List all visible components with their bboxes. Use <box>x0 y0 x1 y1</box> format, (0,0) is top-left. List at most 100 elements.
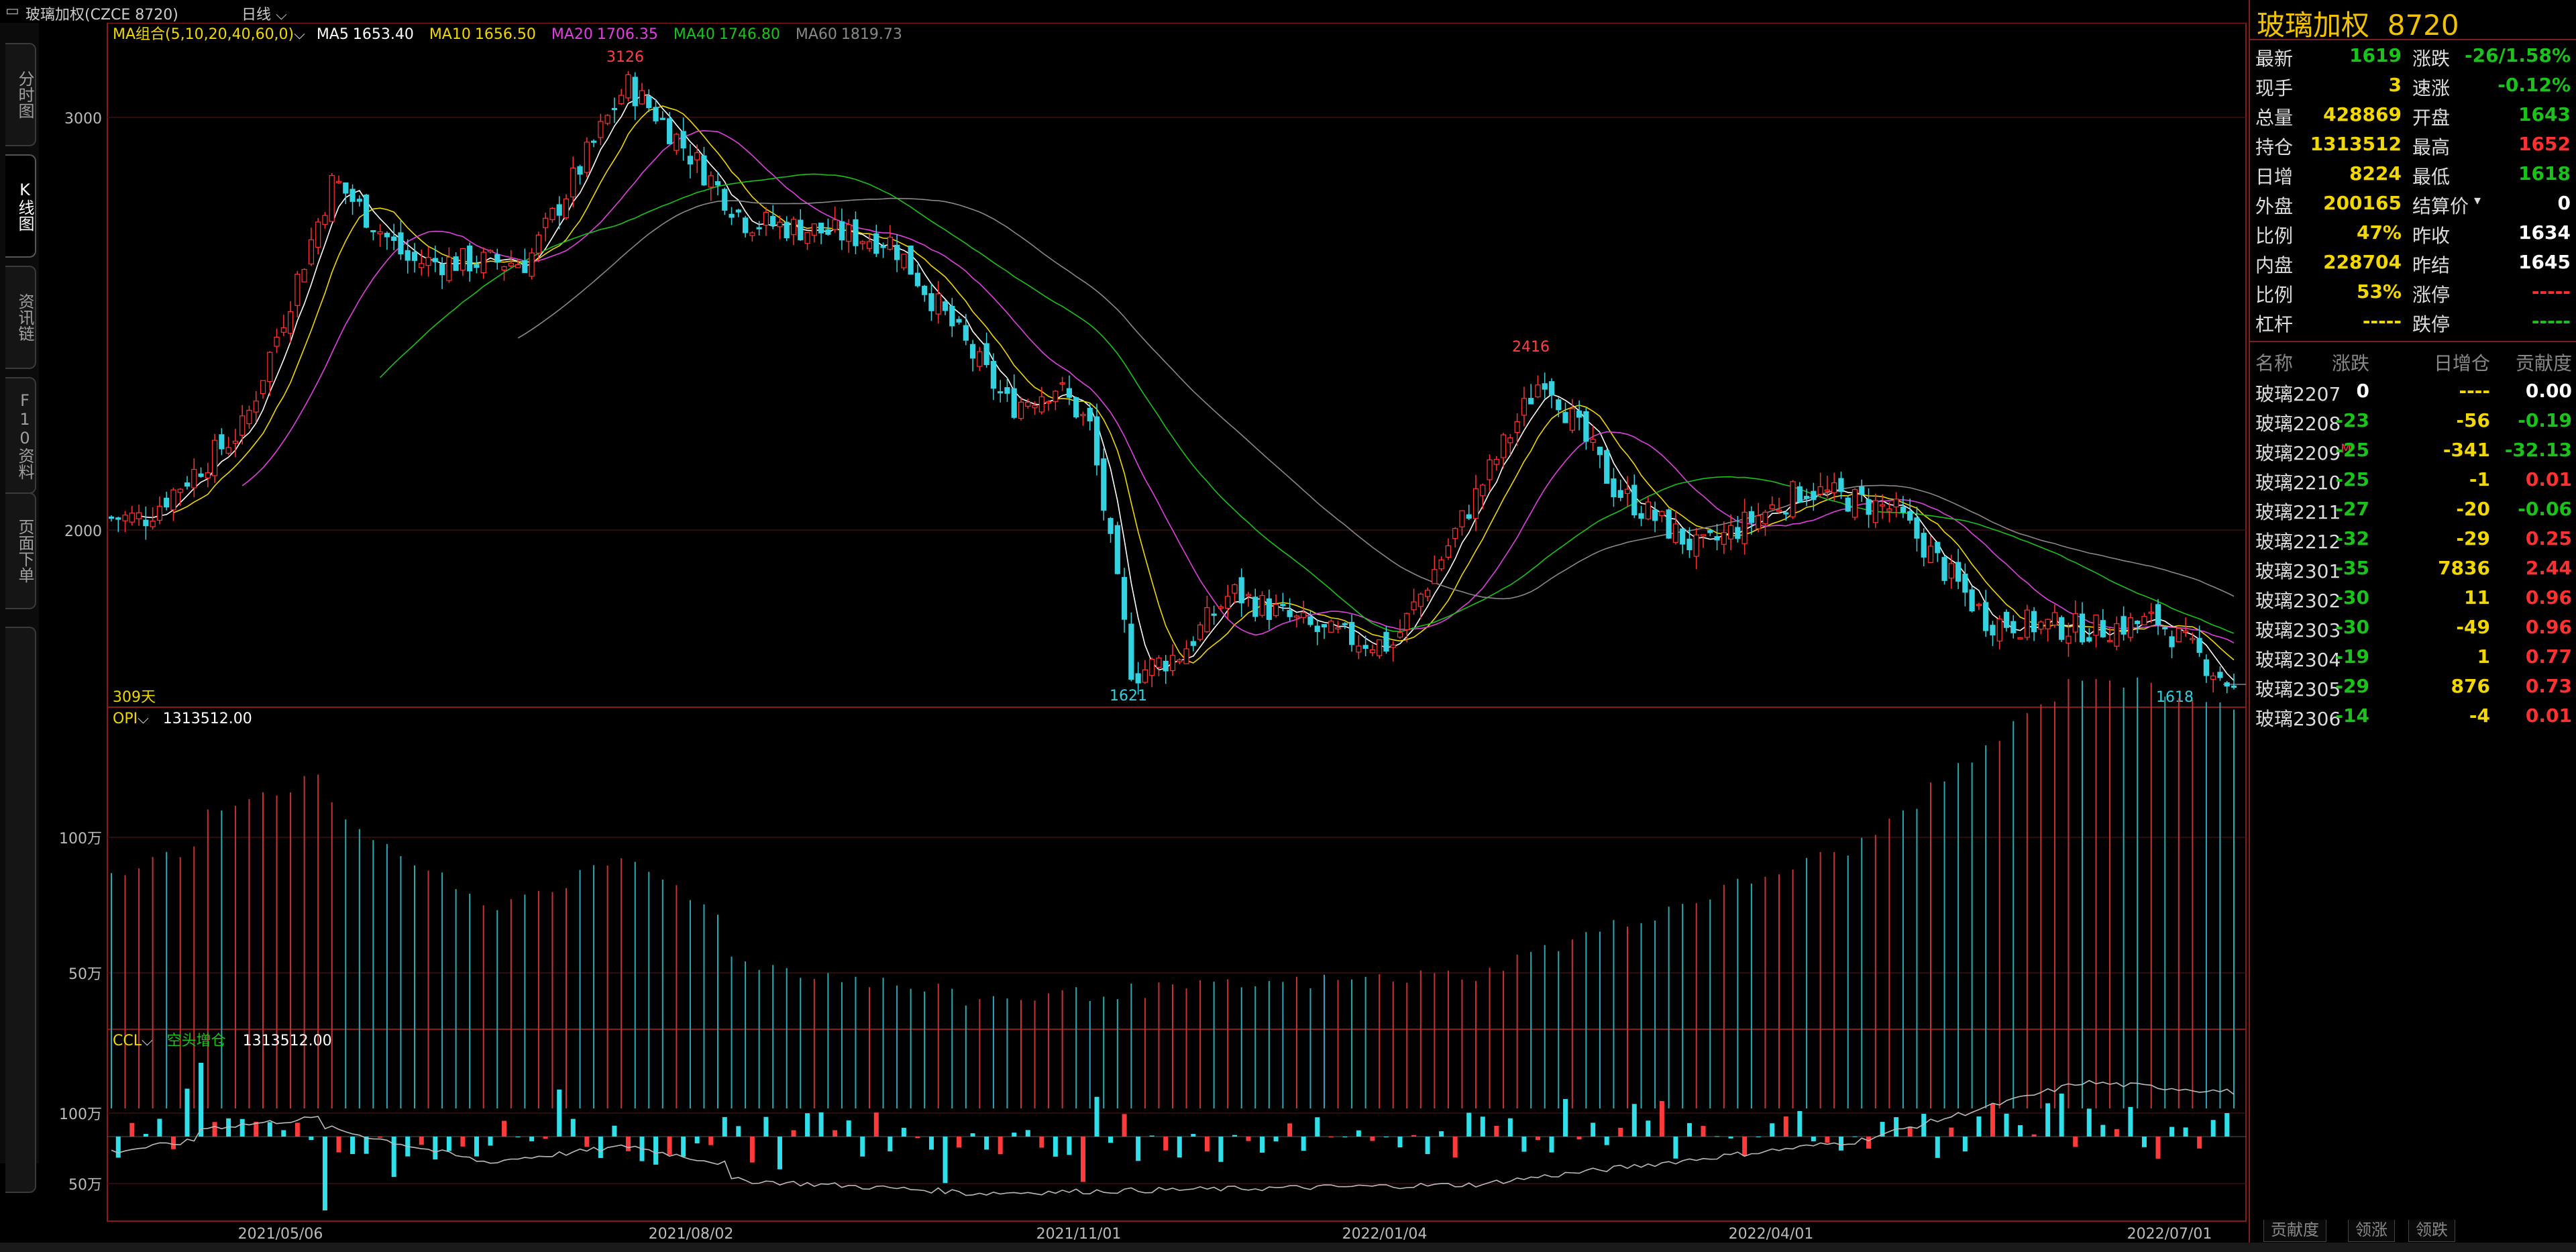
chart-area[interactable]: 3000 2000 100万 50万 100万 50万 MA组合(5,10,20… <box>39 23 2249 1244</box>
tab-news-chain[interactable]: 资讯链 <box>5 266 36 369</box>
ccl-bar <box>777 1137 782 1169</box>
settle-chevron-icon[interactable]: ▾ <box>2474 192 2481 208</box>
contract-row[interactable]: 玻璃2212 -32 -29 0.25 <box>2250 527 2576 557</box>
contract-name-text: 玻璃2209 <box>2255 442 2341 464</box>
tab-order[interactable]: 页面下单 <box>5 492 36 609</box>
contract-name: 玻璃2304 <box>2255 645 2341 672</box>
candle-body <box>818 222 824 233</box>
contract-row[interactable]: 玻璃2209M -25 -341 -32.13 <box>2250 439 2576 468</box>
candle-body <box>225 447 231 454</box>
ccl-bar <box>1356 1130 1361 1137</box>
ma40-name: MA40 <box>674 26 715 43</box>
tab-f10[interactable]: F10资料 <box>5 377 36 494</box>
contract-name: 玻璃2210 <box>2255 468 2341 495</box>
main-contract-mark: M <box>2341 441 2351 456</box>
ccl-bar <box>254 1121 259 1137</box>
contract-row[interactable]: 玻璃2207 0 ---- 0.00 <box>2250 380 2576 409</box>
ccl-bar <box>1397 1137 1403 1148</box>
candle-body <box>1121 576 1128 620</box>
candle-body <box>467 245 473 272</box>
candle-body <box>356 199 362 202</box>
candle-body <box>2148 611 2154 614</box>
ccl-bar <box>1825 1137 1830 1143</box>
candle-body <box>308 239 315 265</box>
ccl-bar <box>170 1137 176 1149</box>
contract-row[interactable]: 玻璃2305 -29 876 0.73 <box>2250 675 2576 705</box>
tab-leading-down[interactable]: 领跌 <box>2408 1220 2455 1242</box>
candle-body <box>2135 621 2141 625</box>
tab-timeshare[interactable]: 分时图 <box>5 43 36 146</box>
candle-body <box>294 274 301 306</box>
ccl-bar <box>2114 1129 2119 1137</box>
candle-body <box>963 325 969 341</box>
candle-body <box>1445 545 1452 558</box>
contract-name: 玻璃2209M <box>2255 439 2351 466</box>
candle-body <box>1590 439 1596 444</box>
contract-contribution: 0.96 <box>2525 616 2572 638</box>
ccl-bar <box>1576 1137 1582 1140</box>
candle-body <box>790 219 797 236</box>
contract-row[interactable]: 玻璃2301 -35 7836 2.44 <box>2250 557 2576 586</box>
ccl-bar <box>557 1089 562 1137</box>
candle-body <box>2100 620 2106 637</box>
contract-name-text: 玻璃2211 <box>2255 501 2341 523</box>
contract-change: -30 <box>2335 586 2369 609</box>
ccl-bar <box>1604 1137 1609 1145</box>
candle-body <box>1756 515 1762 529</box>
ma5-line <box>138 94 2235 681</box>
contracts-header: 名称 涨跌 日增仓 贡献度 <box>2250 349 2576 376</box>
candle-body <box>798 219 804 241</box>
contract-change: -25 <box>2335 439 2369 461</box>
contract-oi-inc: -49 <box>2456 616 2490 638</box>
candle-body <box>1183 648 1189 664</box>
candle-body <box>928 293 934 311</box>
candle-body <box>1721 532 1727 545</box>
candle-body <box>1556 399 1562 411</box>
ccl-legend[interactable]: CCL⌵ 空头增仓 1313512.00 <box>113 1033 332 1049</box>
candle-body <box>1004 387 1010 394</box>
ccl-bar <box>2183 1127 2188 1137</box>
contract-row[interactable]: 玻璃2303 -30 -49 0.96 <box>2250 616 2576 645</box>
candle-body <box>1707 530 1713 533</box>
ma5-name: MA5 <box>317 26 349 43</box>
contract-row[interactable]: 玻璃2306 -14 -4 0.01 <box>2250 705 2576 734</box>
candle-body <box>2162 627 2168 630</box>
candle-body <box>129 513 135 523</box>
ccl-bar <box>667 1137 672 1155</box>
ccl-bar <box>1659 1101 1664 1137</box>
contract-row[interactable]: 玻璃2208 -23 -56 -0.19 <box>2250 409 2576 439</box>
contract-name: 玻璃2301 <box>2255 557 2341 584</box>
tab-leading-up[interactable]: 领涨 <box>2348 1220 2395 1242</box>
contract-name: 玻璃2305 <box>2255 675 2341 702</box>
candle-body <box>1487 459 1493 480</box>
candle-body <box>274 336 280 347</box>
tab-kline[interactable]: K线图 <box>5 154 36 258</box>
candle-body <box>1686 538 1693 551</box>
ccl-bar <box>1838 1137 1843 1151</box>
candle-body <box>549 207 555 220</box>
candle-body <box>2051 612 2058 626</box>
contract-row[interactable]: 玻璃2304 -19 1 0.77 <box>2250 645 2576 675</box>
candle-body <box>770 215 776 226</box>
candle-body <box>1369 649 1376 654</box>
contract-contribution: 0.25 <box>2525 527 2572 550</box>
ma-legend[interactable]: MA组合(5,10,20,40,60,0)⌵ MA5 1653.40 MA10 16… <box>113 26 902 43</box>
period-selector[interactable]: 日线 ⌵ <box>241 3 287 24</box>
quote-value-2: 1643 <box>2518 103 2571 125</box>
candle-body <box>1900 507 1907 513</box>
ccl-bar <box>1301 1137 1306 1151</box>
candle-body <box>1879 504 1886 507</box>
ccl-bar <box>1204 1137 1210 1152</box>
tab-contribution[interactable]: 贡献度 <box>2263 1220 2326 1242</box>
contract-row[interactable]: 玻璃2210 -25 -1 0.01 <box>2250 468 2576 498</box>
opi-legend[interactable]: OPI⌵ 1313512.00 <box>113 711 252 727</box>
candle-body <box>315 221 321 248</box>
ccl-bar <box>681 1137 686 1157</box>
candle-body <box>825 229 831 235</box>
contract-row[interactable]: 玻璃2302 -30 11 0.96 <box>2250 586 2576 616</box>
candle-body <box>115 517 121 520</box>
candle-body <box>942 301 949 311</box>
ccl-bar <box>1067 1137 1072 1155</box>
ccl-bar <box>1452 1137 1458 1158</box>
contract-row[interactable]: 玻璃2211 -27 -20 -0.06 <box>2250 498 2576 527</box>
